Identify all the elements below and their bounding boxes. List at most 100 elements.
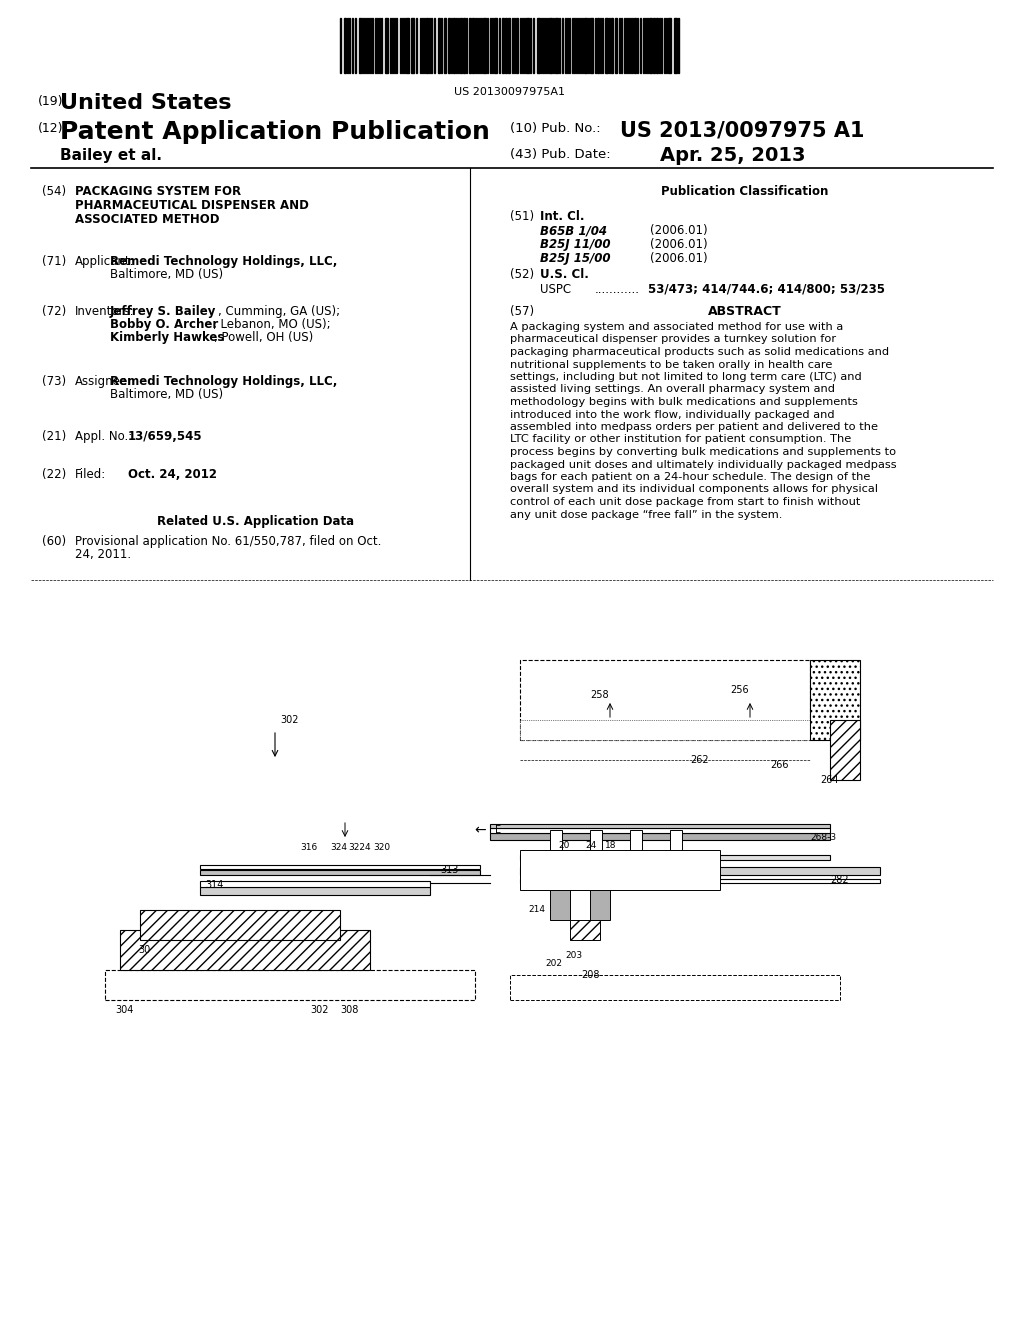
Text: (2006.01): (2006.01)	[650, 238, 708, 251]
Text: ............: ............	[595, 282, 640, 296]
Bar	[605, 18, 608, 73]
Text: (19): (19)	[38, 95, 63, 108]
Bar	[611, 18, 613, 73]
Bar	[550, 890, 570, 920]
Text: 256: 256	[730, 685, 749, 696]
Text: (51): (51)	[510, 210, 535, 223]
Bar	[597, 18, 599, 73]
Bar	[656, 18, 658, 73]
Text: 268-3: 268-3	[810, 833, 837, 842]
Bar	[570, 920, 600, 940]
Bar	[359, 18, 361, 73]
Bar	[653, 18, 655, 73]
Text: (72): (72)	[42, 305, 67, 318]
Bar	[590, 830, 602, 850]
Bar	[510, 975, 840, 1001]
Text: (54): (54)	[42, 185, 67, 198]
Bar	[200, 870, 480, 875]
Bar	[411, 18, 414, 73]
Text: 20: 20	[558, 841, 569, 850]
Bar	[406, 18, 409, 73]
Bar	[555, 18, 558, 73]
Text: (57): (57)	[510, 305, 535, 318]
Text: (2006.01): (2006.01)	[650, 252, 708, 265]
Text: , Lebanon, MO (US);: , Lebanon, MO (US);	[213, 318, 331, 331]
Text: 308: 308	[340, 1005, 358, 1015]
Text: Appl. No.:: Appl. No.:	[75, 430, 132, 444]
Text: settings, including but not limited to long term care (LTC) and: settings, including but not limited to l…	[510, 372, 862, 381]
Text: 302: 302	[280, 715, 299, 725]
Text: ASSOCIATED METHOD: ASSOCIATED METHOD	[75, 213, 219, 226]
Text: (10) Pub. No.:: (10) Pub. No.:	[510, 121, 601, 135]
Text: (43) Pub. Date:: (43) Pub. Date:	[510, 148, 610, 161]
Text: Int. Cl.: Int. Cl.	[540, 210, 585, 223]
Text: ←: ←	[474, 822, 485, 837]
Bar	[463, 18, 465, 73]
Bar	[472, 18, 474, 73]
Text: Remedi Technology Holdings, LLC,: Remedi Technology Holdings, LLC,	[110, 255, 337, 268]
Text: E: E	[495, 825, 501, 836]
Text: (52): (52)	[510, 268, 535, 281]
Bar	[444, 18, 446, 73]
Bar	[490, 824, 830, 828]
Bar	[460, 18, 462, 73]
Bar	[105, 970, 475, 1001]
Bar	[830, 719, 860, 780]
Bar	[520, 867, 880, 875]
Bar	[502, 18, 504, 73]
Text: Inventors:: Inventors:	[75, 305, 134, 318]
Text: Jeffrey S. Bailey: Jeffrey S. Bailey	[110, 305, 216, 318]
Bar	[494, 18, 497, 73]
Bar	[668, 18, 671, 73]
Text: 13/659,545: 13/659,545	[128, 430, 203, 444]
Text: Filed:: Filed:	[75, 469, 106, 480]
Text: Apr. 25, 2013: Apr. 25, 2013	[660, 147, 806, 165]
Text: 258: 258	[590, 690, 608, 700]
Bar	[584, 18, 587, 73]
Text: 24, 2011.: 24, 2011.	[75, 548, 131, 561]
Text: introduced into the work flow, individually packaged and: introduced into the work flow, individua…	[510, 409, 835, 420]
Text: 214: 214	[528, 906, 545, 915]
Text: USPC: USPC	[540, 282, 571, 296]
Bar	[200, 880, 430, 887]
Text: United States: United States	[60, 92, 231, 114]
Bar	[810, 660, 860, 741]
Text: Oct. 24, 2012: Oct. 24, 2012	[128, 469, 217, 480]
Text: 313: 313	[440, 865, 459, 875]
Text: A packaging system and associated method for use with a: A packaging system and associated method…	[510, 322, 843, 333]
Text: Bobby O. Archer: Bobby O. Archer	[110, 318, 218, 331]
Bar	[483, 18, 486, 73]
Text: 314: 314	[205, 880, 223, 890]
Text: 324: 324	[330, 843, 347, 853]
Bar	[490, 833, 830, 840]
Bar	[516, 18, 518, 73]
Text: (21): (21)	[42, 430, 67, 444]
Text: 316: 316	[300, 843, 317, 853]
Text: Baltimore, MD (US): Baltimore, MD (US)	[110, 268, 223, 281]
Text: assembled into medpass orders per patient and delivered to the: assembled into medpass orders per patien…	[510, 422, 878, 432]
Bar	[385, 18, 388, 73]
Text: nutritional supplements to be taken orally in health care: nutritional supplements to be taken oral…	[510, 359, 833, 370]
Bar	[453, 18, 455, 73]
Text: Applicant:: Applicant:	[75, 255, 134, 268]
Text: (2006.01): (2006.01)	[650, 224, 708, 238]
Bar	[549, 18, 552, 73]
Text: bags for each patient on a 24-hour schedule. The design of the: bags for each patient on a 24-hour sched…	[510, 473, 870, 482]
Text: , Powell, OH (US): , Powell, OH (US)	[214, 331, 313, 345]
Bar	[630, 830, 642, 850]
Text: 53/473; 414/744.6; 414/800; 53/235: 53/473; 414/744.6; 414/800; 53/235	[648, 282, 885, 296]
Bar	[590, 18, 593, 73]
Text: assisted living settings. An overall pharmacy system and: assisted living settings. An overall pha…	[510, 384, 835, 395]
Text: (71): (71)	[42, 255, 67, 268]
Bar	[590, 890, 610, 920]
Bar	[670, 830, 682, 850]
Bar	[649, 18, 652, 73]
Text: 320: 320	[373, 843, 390, 853]
Bar	[200, 865, 480, 869]
Bar	[508, 18, 510, 73]
Text: Assignee:: Assignee:	[75, 375, 132, 388]
Text: 264: 264	[820, 775, 839, 785]
Text: U.S. Cl.: U.S. Cl.	[540, 268, 589, 281]
Text: Remedi Technology Holdings, LLC,: Remedi Technology Holdings, LLC,	[110, 375, 337, 388]
Text: Related U.S. Application Data: Related U.S. Application Data	[158, 515, 354, 528]
